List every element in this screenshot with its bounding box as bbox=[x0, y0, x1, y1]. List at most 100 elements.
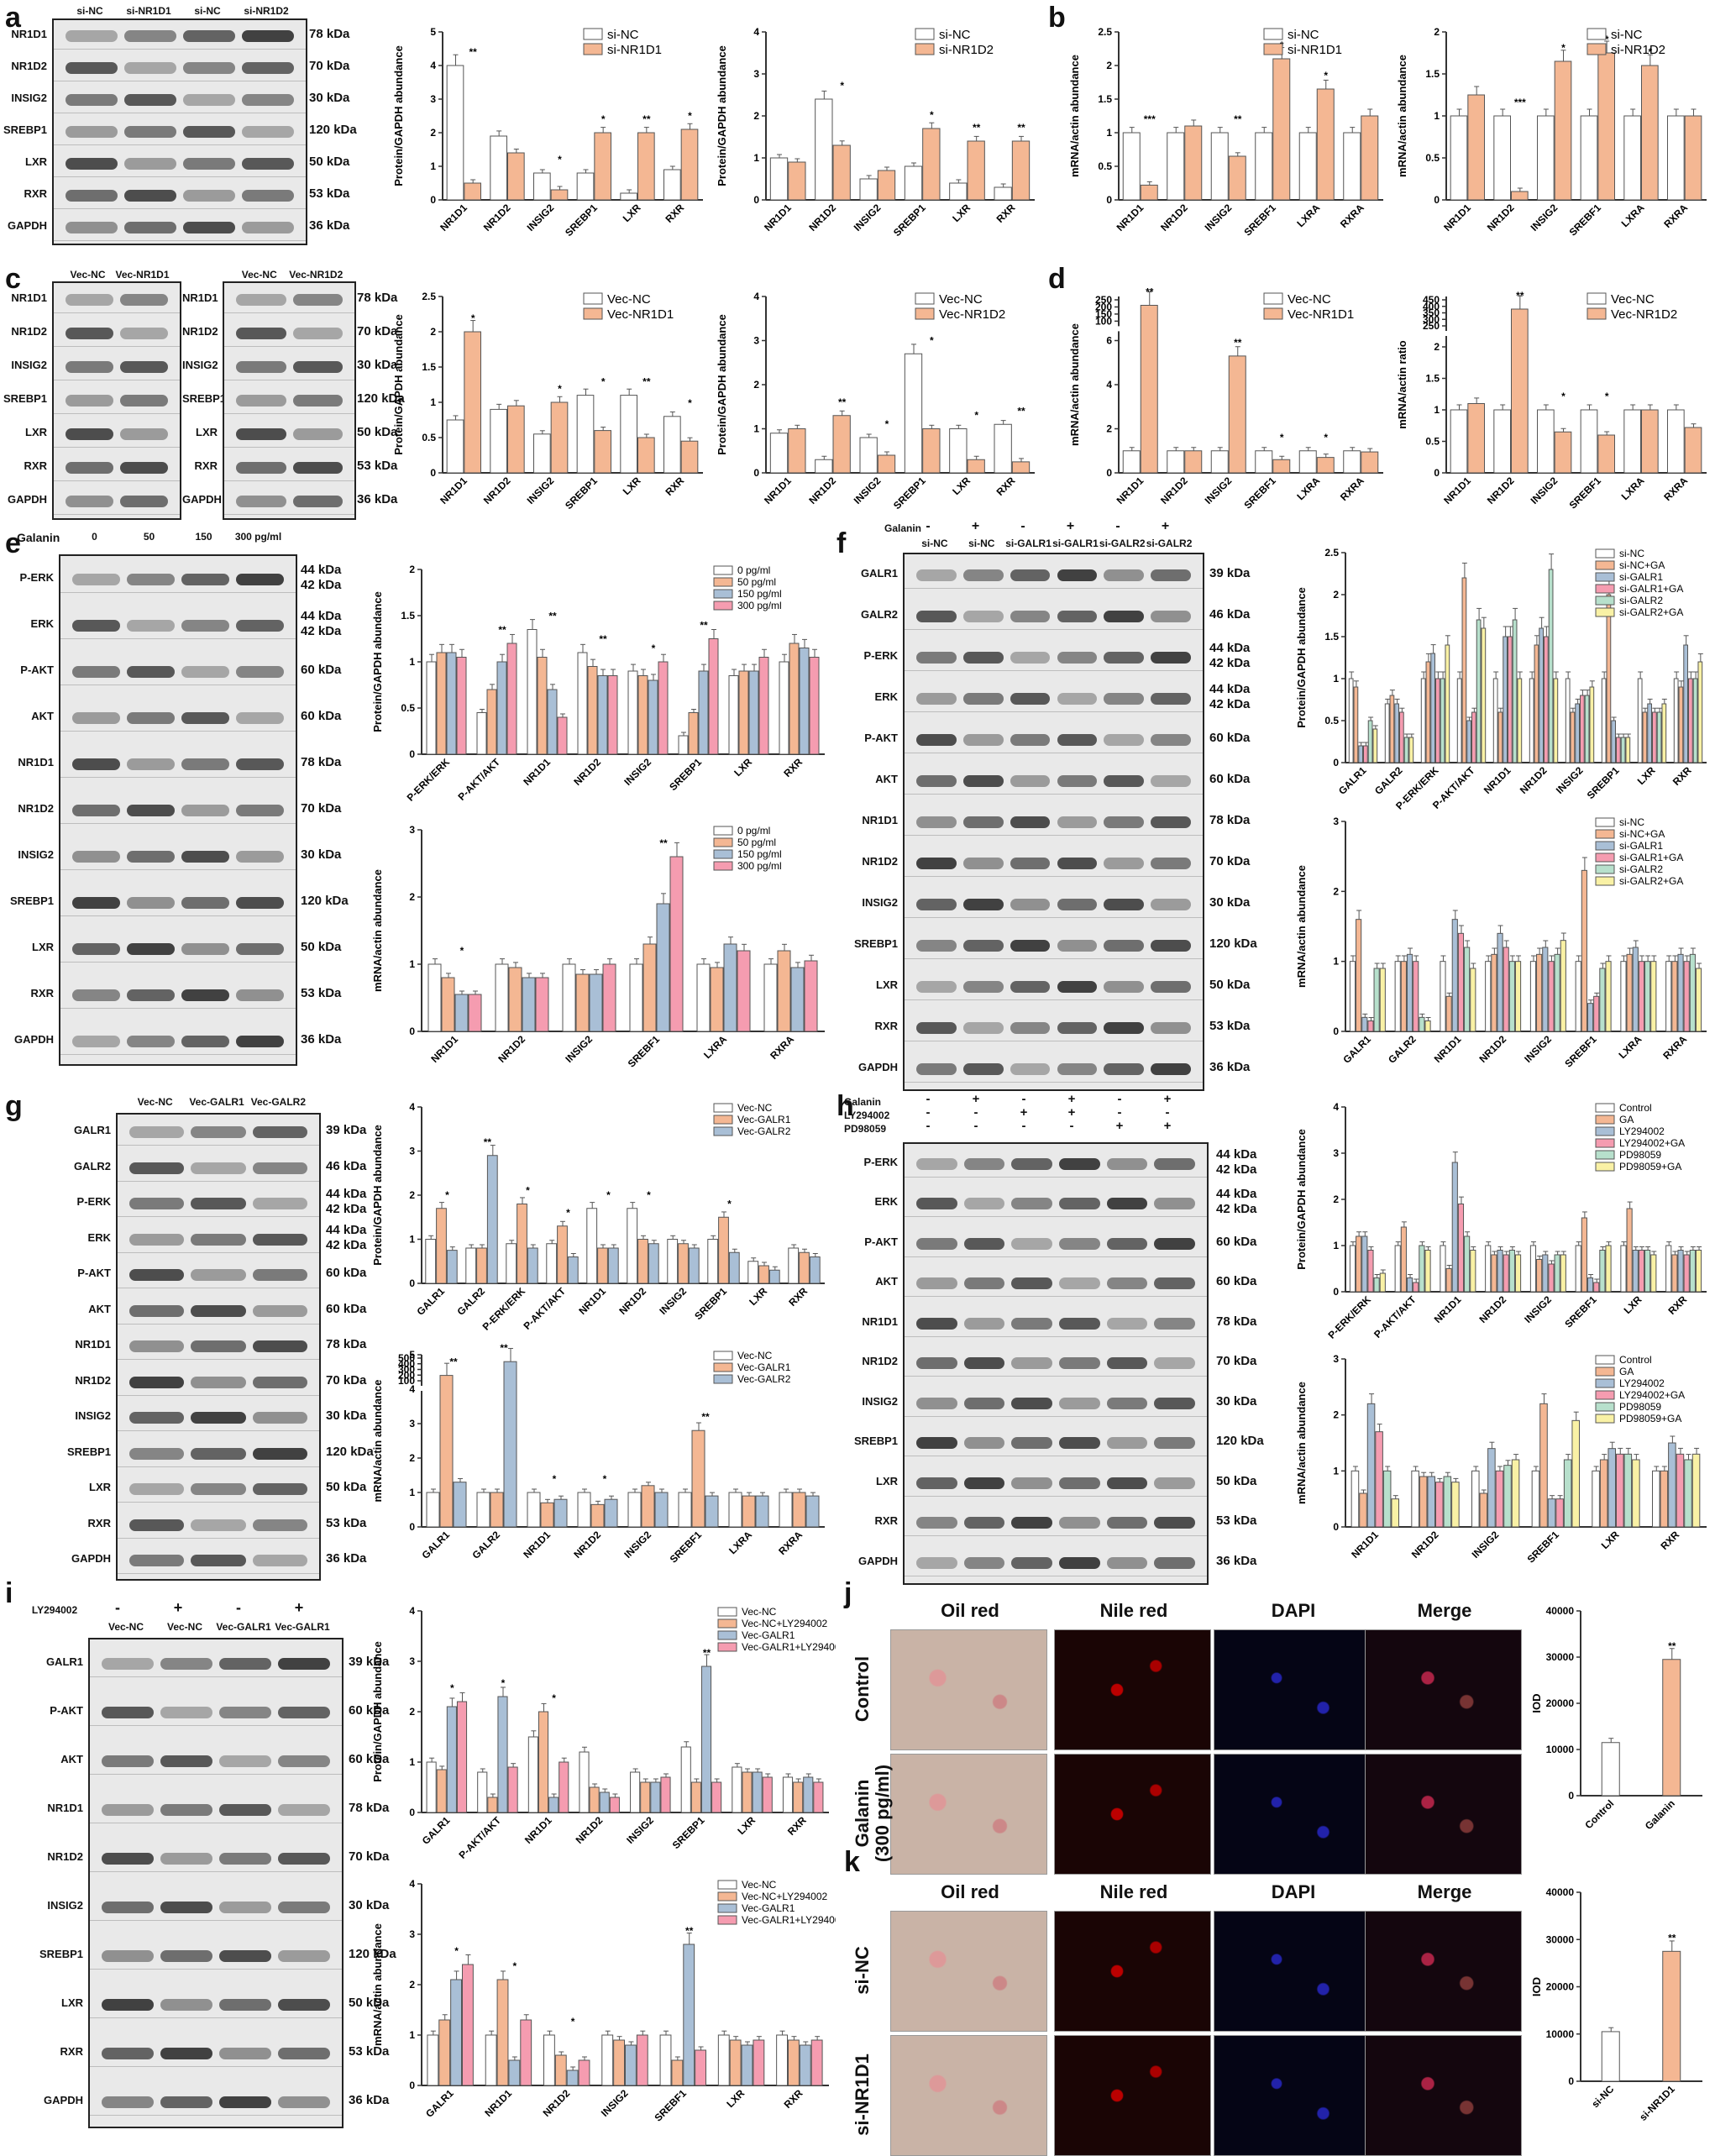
panel-g-row-label: P-ERK bbox=[76, 1195, 111, 1209]
x-tick-label: GALR1 bbox=[414, 1285, 447, 1318]
bar bbox=[1508, 1250, 1515, 1293]
significance-label: ** bbox=[1146, 286, 1154, 298]
panel-e-band bbox=[72, 573, 120, 585]
bar bbox=[1184, 450, 1203, 474]
panel-a-band bbox=[183, 30, 235, 42]
y-tick-label: 3 bbox=[409, 1655, 415, 1667]
panel-i-lane-label: Vec-GALR1 bbox=[216, 1621, 271, 1633]
chart-j1: 0 10000 20000 30000 40000 IOD Control ** Galanin bbox=[1529, 1596, 1709, 1848]
significance-label: ** bbox=[1668, 1932, 1676, 1944]
x-tick-label: LXR bbox=[950, 475, 973, 497]
panel-f-band bbox=[916, 733, 957, 746]
bar bbox=[554, 2054, 567, 2086]
y-tick-label: 3 bbox=[430, 93, 436, 105]
panel-e-band bbox=[72, 665, 120, 678]
panel-j-nile-image bbox=[1054, 1629, 1211, 1750]
x-tick-label: NR1D1 bbox=[762, 475, 794, 506]
panel-f-band bbox=[1057, 692, 1098, 705]
panel-c-right-band-row bbox=[224, 287, 354, 313]
chart-c1: 0 0.5 1 1.5 2 2.5 Protein/GAPDH abundance * NR1D… bbox=[391, 281, 710, 525]
panel-k-row-label: si-NR1D1 bbox=[852, 2054, 873, 2136]
panel-i-row-label: INSIG2 bbox=[47, 1899, 83, 1912]
chart-f2: 0 1 2 3 mRNA/actin abundance GALR1 GALR2 NR1D1 N… bbox=[1293, 806, 1713, 1083]
panel-g-band-row bbox=[118, 1191, 319, 1218]
panel-h-band bbox=[1011, 1397, 1052, 1409]
x-tick-label: LXR bbox=[621, 475, 643, 497]
bar bbox=[1508, 636, 1513, 763]
bar bbox=[1373, 1277, 1380, 1293]
legend-label: Vec-NC bbox=[742, 1879, 777, 1891]
panel-c-right-band bbox=[236, 496, 286, 507]
panel-f-band bbox=[1151, 569, 1191, 581]
panel-h-row-label: P-ERK bbox=[863, 1155, 898, 1168]
bar bbox=[788, 2039, 800, 2086]
panel-h-band-row bbox=[905, 1271, 1207, 1298]
panel-g-band bbox=[252, 1162, 307, 1174]
panel-g-band-row bbox=[118, 1334, 319, 1361]
bar bbox=[752, 1771, 763, 1813]
bar bbox=[1642, 711, 1648, 763]
chart-g2: 0 1 2 3 4 5 100 200 300 400 500 mRNA/actin abundanc… bbox=[370, 1340, 831, 1579]
bar bbox=[426, 661, 437, 755]
y-tick-label: 400 bbox=[1423, 301, 1440, 312]
x-tick-label: LXRA bbox=[1619, 202, 1647, 229]
significance-label: ** bbox=[484, 1136, 492, 1148]
panel-c-right-band bbox=[236, 395, 286, 407]
panel-e-band bbox=[236, 989, 284, 1001]
panel-a-band bbox=[66, 222, 118, 233]
panel-e-band bbox=[236, 619, 284, 632]
axis-break bbox=[415, 1386, 427, 1391]
panel-e-band bbox=[181, 573, 229, 585]
x-tick-label: INSIG2 bbox=[1203, 475, 1235, 506]
bar bbox=[1349, 1245, 1356, 1293]
x-tick-label: NR1D1 bbox=[1114, 202, 1146, 233]
bar bbox=[1547, 1498, 1556, 1528]
panel-f-band-row bbox=[905, 851, 1203, 877]
panel-g-band bbox=[252, 1198, 307, 1210]
bar bbox=[477, 1771, 488, 1813]
panel-h-kda-label: 120 kDa bbox=[1216, 1434, 1264, 1449]
legend-swatch bbox=[1263, 43, 1283, 55]
bar bbox=[1580, 115, 1598, 201]
bar bbox=[1430, 653, 1435, 763]
bar bbox=[707, 1239, 719, 1284]
bar bbox=[627, 1492, 642, 1528]
bar bbox=[476, 712, 487, 755]
panel-i-band bbox=[278, 1853, 330, 1865]
panel-f-band-row bbox=[905, 1057, 1203, 1083]
bar bbox=[832, 144, 851, 201]
panel-i-row-label: GALR1 bbox=[45, 1655, 83, 1668]
bar bbox=[777, 950, 791, 1032]
y-tick-label: 0 bbox=[409, 1277, 415, 1289]
x-tick-label: NR1D2 bbox=[1485, 202, 1517, 233]
bar bbox=[1580, 409, 1598, 474]
panel-g-kda-label: 30 kDa bbox=[326, 1408, 367, 1424]
panel-letter-k: k bbox=[844, 1846, 860, 1878]
panel-h-band-row bbox=[905, 1351, 1207, 1377]
bar bbox=[1384, 703, 1390, 763]
panel-a-band bbox=[183, 94, 235, 106]
panel-i-band bbox=[102, 1950, 154, 1962]
bar bbox=[1408, 737, 1414, 763]
y-tick-label: 20000 bbox=[1546, 1697, 1575, 1709]
bar bbox=[1413, 961, 1419, 1032]
legend-label: Vec-NC bbox=[1611, 292, 1655, 307]
panel-letter-a: a bbox=[5, 2, 21, 34]
bar bbox=[728, 675, 739, 755]
panel-c-right-band-row bbox=[224, 354, 354, 380]
bar bbox=[663, 169, 681, 201]
bar bbox=[1620, 737, 1626, 763]
bar bbox=[1575, 703, 1580, 763]
panel-h-band bbox=[916, 1477, 957, 1489]
panel-c-left-lane-label: Vec-NR1D1 bbox=[115, 269, 170, 281]
panel-e-kda-label: 44 kDa 42 kDa bbox=[301, 562, 342, 592]
panel-i-band bbox=[219, 1804, 271, 1816]
panel-f-band-row bbox=[905, 686, 1203, 712]
panel-f-band bbox=[1010, 569, 1051, 581]
legend-swatch bbox=[1263, 307, 1283, 320]
panel-h-band-row bbox=[905, 1191, 1207, 1218]
legend-label: si-NC bbox=[607, 28, 639, 42]
panel-h-blot bbox=[903, 1142, 1209, 1585]
panel-h-band bbox=[1011, 1237, 1052, 1250]
